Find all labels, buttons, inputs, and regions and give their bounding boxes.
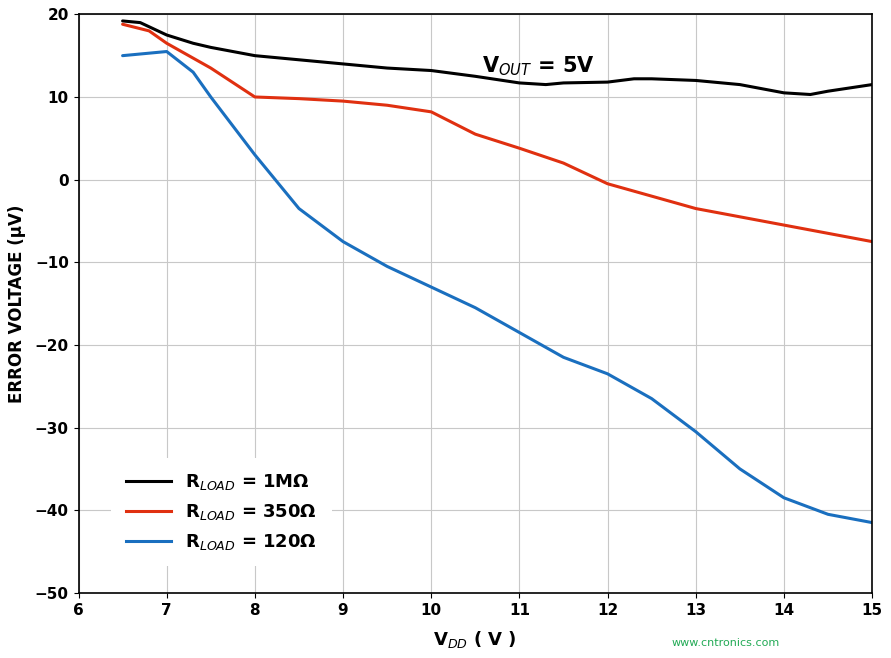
Text: V$_{OUT}$ = 5V: V$_{OUT}$ = 5V <box>482 55 595 78</box>
Legend: R$_{LOAD}$ = 1MΩ, R$_{LOAD}$ = 350Ω, R$_{LOAD}$ = 120Ω: R$_{LOAD}$ = 1MΩ, R$_{LOAD}$ = 350Ω, R$_… <box>111 458 331 567</box>
Text: www.cntronics.com: www.cntronics.com <box>672 638 780 648</box>
X-axis label: V$_{DD}$ ( V ): V$_{DD}$ ( V ) <box>433 628 517 649</box>
Y-axis label: ERROR VOLTAGE (μV): ERROR VOLTAGE (μV) <box>8 205 27 403</box>
